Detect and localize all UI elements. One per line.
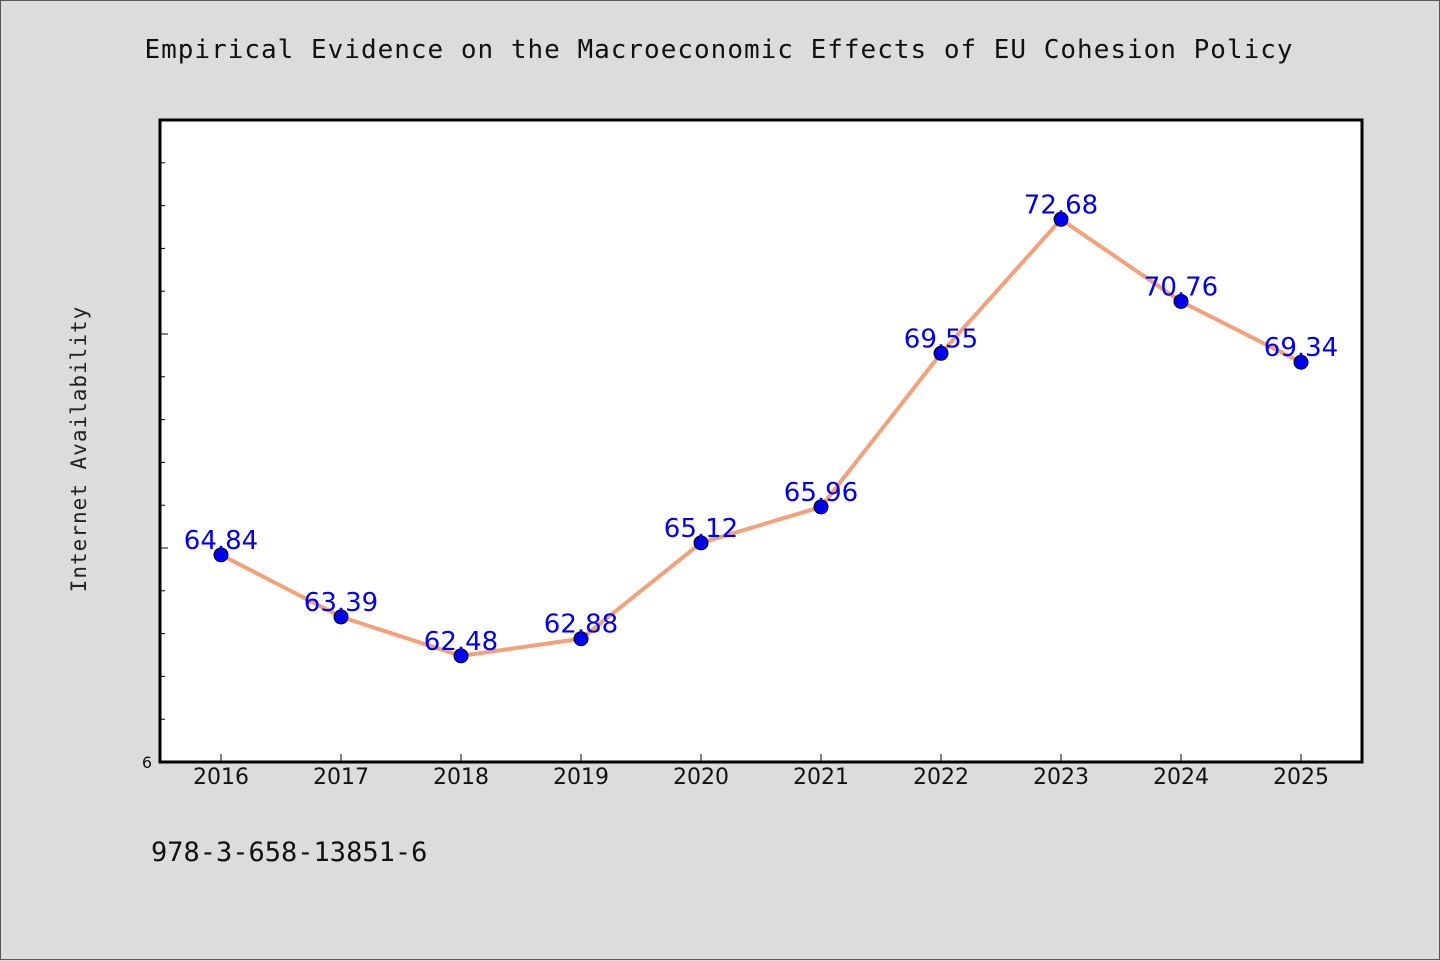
data-point xyxy=(1293,354,1309,370)
series-line xyxy=(219,217,1303,658)
x-tick-label: 2018 xyxy=(433,765,489,790)
data-label: 64.84 xyxy=(184,526,258,556)
data-label: 63.39 xyxy=(304,588,378,618)
x-tick-label: 2025 xyxy=(1273,765,1329,790)
data-point xyxy=(213,547,229,563)
x-tick-label: 2023 xyxy=(1033,765,1089,790)
x-tick-label: 2020 xyxy=(673,765,729,790)
data-label: 69.55 xyxy=(904,324,978,354)
data-point xyxy=(933,345,949,361)
data-point xyxy=(1053,211,1069,227)
x-tick-label: 2022 xyxy=(913,765,969,790)
data-point xyxy=(1173,293,1189,309)
x-axis-ticks: 2016 2017 2018 2019 2020 2021 2022 2023 2024 2025 xyxy=(193,754,1329,790)
y-axis-ticks: 6 xyxy=(142,162,168,772)
data-point-group xyxy=(213,211,1309,664)
x-tick-label: 2021 xyxy=(793,765,849,790)
data-label: 69.34 xyxy=(1264,333,1338,363)
x-tick-label: 2016 xyxy=(193,765,249,790)
chart-title: Empirical Evidence on the Macroeconomic … xyxy=(144,35,1294,65)
x-tick-label: 2019 xyxy=(553,765,609,790)
x-tick-label: 2024 xyxy=(1153,765,1209,790)
x-tick-label: 2017 xyxy=(313,765,369,790)
series-line-group xyxy=(219,217,1303,658)
data-point xyxy=(813,499,829,515)
data-label: 62.88 xyxy=(544,610,618,640)
y-tick-label: 6 xyxy=(142,753,152,772)
data-point xyxy=(573,631,589,647)
data-label: 70.76 xyxy=(1144,272,1218,302)
data-point xyxy=(693,535,709,551)
footer-code: 978-3-658-13851-6 xyxy=(151,837,428,868)
data-point xyxy=(333,609,349,625)
data-label: 65.12 xyxy=(664,514,738,544)
data-label: 72.68 xyxy=(1024,190,1098,220)
data-label-group: 64.84 63.39 62.48 62.88 65.12 65.96 69.55 72.68… xyxy=(184,190,1338,657)
data-label: 62.48 xyxy=(424,627,498,657)
data-label: 65.96 xyxy=(784,478,858,508)
data-point xyxy=(453,648,469,664)
plot-area xyxy=(158,118,1364,764)
